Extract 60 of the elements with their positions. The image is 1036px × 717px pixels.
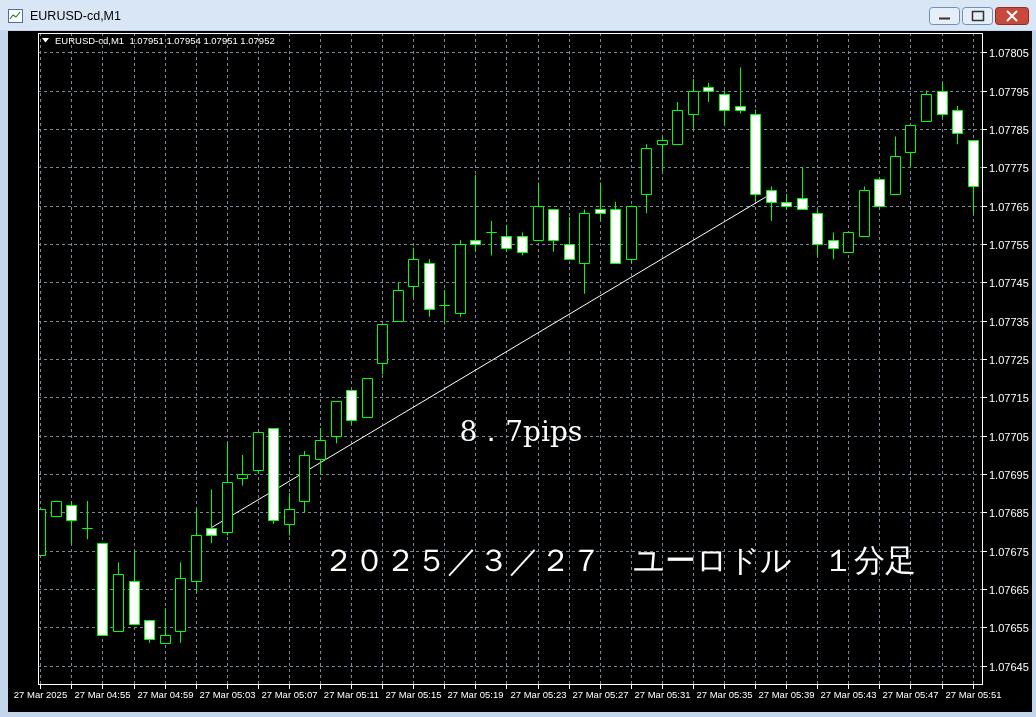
- annotation: 8．7pips: [459, 415, 583, 449]
- candlestick: [843, 232, 854, 253]
- y-tick-label: 1.07785: [989, 123, 1029, 136]
- candlestick: [719, 90, 730, 126]
- candlestick: [703, 82, 714, 103]
- candlestick: [501, 224, 512, 253]
- x-tick-label: 27 Mar 05:23: [510, 689, 567, 700]
- x-tick-label: 27 Mar 04:55: [74, 689, 131, 700]
- x-tick-label: 27 Mar 05:39: [758, 689, 815, 700]
- chart-title: EURUSD-cd,M1: [30, 9, 122, 23]
- annotation: ２０２５／３／２７ ユーロドル １分足: [323, 541, 917, 578]
- y-tick-label: 1.07725: [989, 353, 1029, 366]
- candlestick: [82, 500, 93, 540]
- y-tick-label: 1.07655: [989, 621, 1029, 634]
- candlestick: [237, 454, 248, 487]
- candlestick: [517, 231, 528, 256]
- y-tick-label: 1.07705: [989, 430, 1029, 443]
- y-tick-label: 1.07715: [989, 391, 1029, 404]
- candlestick: [160, 607, 171, 644]
- x-tick-label: 27 Mar 05:07: [261, 689, 318, 700]
- x-tick-label: 27 Mar 2025: [13, 689, 68, 700]
- x-tick-label: 27 Mar 05:15: [385, 689, 442, 700]
- y-tick-label: 1.07775: [989, 161, 1029, 174]
- y-tick-label: 1.07735: [989, 315, 1029, 328]
- y-tick-label: 1.07745: [989, 276, 1029, 289]
- candlestick: [688, 78, 699, 130]
- candlestick: [797, 166, 808, 210]
- candlestick: [828, 231, 839, 260]
- candlestick: [564, 216, 575, 260]
- candlestick: [952, 105, 963, 145]
- x-tick-label: 27 Mar 05:31: [634, 689, 691, 700]
- candlestick: [735, 67, 746, 115]
- y-tick-label: 1.07765: [989, 200, 1029, 213]
- y-tick-label: 1.07665: [989, 583, 1029, 596]
- y-tick-label: 1.07755: [989, 238, 1029, 251]
- y-tick-label: 1.07645: [989, 660, 1029, 673]
- x-tick-label: 27 Mar 05:19: [447, 689, 504, 700]
- candlestick: [284, 492, 295, 536]
- y-tick-label: 1.07675: [989, 545, 1029, 558]
- candlestick: [439, 289, 450, 325]
- y-tick-label: 1.07695: [989, 468, 1029, 481]
- candlestick: [595, 182, 606, 222]
- candlestick: [937, 82, 948, 118]
- x-tick-label: 27 Mar 04:59: [137, 689, 194, 700]
- candlestick: [486, 220, 497, 256]
- candlestick: [657, 136, 668, 172]
- candlestick: [66, 500, 77, 544]
- y-tick-label: 1.07685: [989, 506, 1029, 519]
- x-tick-label: 27 Mar 05:35: [696, 689, 753, 700]
- x-tick-label: 27 Mar 05:11: [323, 689, 380, 700]
- candlestick: [315, 427, 326, 475]
- chart-subtitle: EURUSD-cd,M1 1.07951 1.07954 1.07951 1.07952: [55, 35, 275, 46]
- x-tick-label: 27 Mar 05:51: [945, 689, 1002, 700]
- candlestick: [470, 174, 481, 253]
- x-tick-label: 27 Mar 05:47: [882, 689, 939, 700]
- y-tick-label: 1.07805: [989, 46, 1029, 59]
- x-tick-label: 27 Mar 05:27: [572, 689, 629, 700]
- y-tick-label: 1.07795: [989, 85, 1029, 98]
- x-tick-label: 27 Mar 05:03: [199, 689, 256, 700]
- x-tick-label: 27 Mar 05:43: [820, 689, 877, 700]
